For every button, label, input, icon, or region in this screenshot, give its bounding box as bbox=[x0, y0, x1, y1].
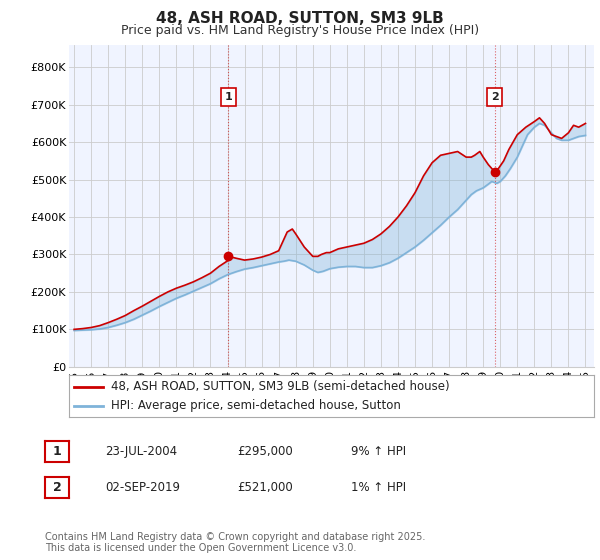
Text: 23-JUL-2004: 23-JUL-2004 bbox=[105, 445, 177, 458]
Text: 02-SEP-2019: 02-SEP-2019 bbox=[105, 481, 180, 494]
Text: 9% ↑ HPI: 9% ↑ HPI bbox=[351, 445, 406, 458]
Text: 2: 2 bbox=[491, 92, 499, 102]
Text: 1: 1 bbox=[224, 92, 232, 102]
Text: £295,000: £295,000 bbox=[237, 445, 293, 458]
Text: HPI: Average price, semi-detached house, Sutton: HPI: Average price, semi-detached house,… bbox=[111, 399, 401, 412]
Text: 1% ↑ HPI: 1% ↑ HPI bbox=[351, 481, 406, 494]
Text: £521,000: £521,000 bbox=[237, 481, 293, 494]
Text: Price paid vs. HM Land Registry's House Price Index (HPI): Price paid vs. HM Land Registry's House … bbox=[121, 24, 479, 36]
Text: 48, ASH ROAD, SUTTON, SM3 9LB: 48, ASH ROAD, SUTTON, SM3 9LB bbox=[156, 11, 444, 26]
Text: 48, ASH ROAD, SUTTON, SM3 9LB (semi-detached house): 48, ASH ROAD, SUTTON, SM3 9LB (semi-deta… bbox=[111, 380, 449, 393]
Text: Contains HM Land Registry data © Crown copyright and database right 2025.
This d: Contains HM Land Registry data © Crown c… bbox=[45, 531, 425, 553]
Text: 2: 2 bbox=[53, 481, 61, 494]
Text: 1: 1 bbox=[53, 445, 61, 458]
